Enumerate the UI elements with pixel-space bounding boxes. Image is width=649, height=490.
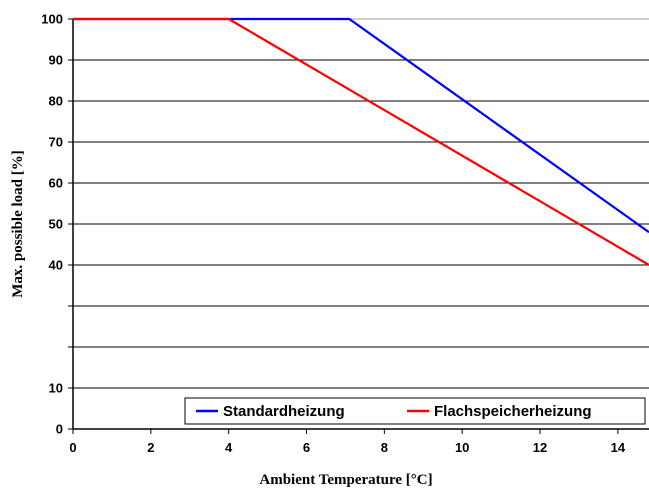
- series-line-0: [73, 17, 649, 234]
- y-tick-label: 60: [49, 176, 63, 191]
- y-tick-labels: 0 10 40 50 60 70 80 90 100: [41, 12, 63, 437]
- series-lines: [73, 17, 649, 266]
- y-tick-label: 70: [49, 135, 63, 150]
- y-tick-label: 0: [56, 422, 63, 437]
- legend: Standardheizung Flachspeicherheizung: [184, 397, 646, 425]
- x-tick-label: 8: [381, 440, 388, 455]
- x-tick-label: 6: [303, 440, 310, 455]
- x-tick-label: 10: [455, 440, 469, 455]
- y-tick-label: 80: [49, 94, 63, 109]
- y-tick-label: 100: [41, 12, 63, 27]
- y-axis-label: Max. possible load [%]: [10, 150, 26, 298]
- axes: [68, 18, 649, 434]
- y-tick-label: 40: [49, 258, 63, 273]
- x-axis-label: Ambient Temperature [°C]: [259, 472, 432, 488]
- x-tick-label: 12: [533, 440, 547, 455]
- y-tick-label: 50: [49, 217, 63, 232]
- legend-label-flachspeicherheizung: Flachspeicherheizung: [434, 403, 592, 420]
- gridlines: [73, 18, 649, 389]
- x-tick-labels: 0 2 4 6 8 10 12 14: [69, 440, 625, 455]
- series-line-1: [73, 17, 649, 266]
- x-tick-label: 2: [147, 440, 154, 455]
- x-tick-label: 4: [225, 440, 233, 455]
- y-tick-label: 10: [49, 381, 63, 396]
- y-tick-label: 90: [49, 53, 63, 68]
- legend-label-standardheizung: Standardheizung: [223, 403, 345, 420]
- x-tick-label: 0: [69, 440, 76, 455]
- x-tick-label: 14: [611, 440, 626, 455]
